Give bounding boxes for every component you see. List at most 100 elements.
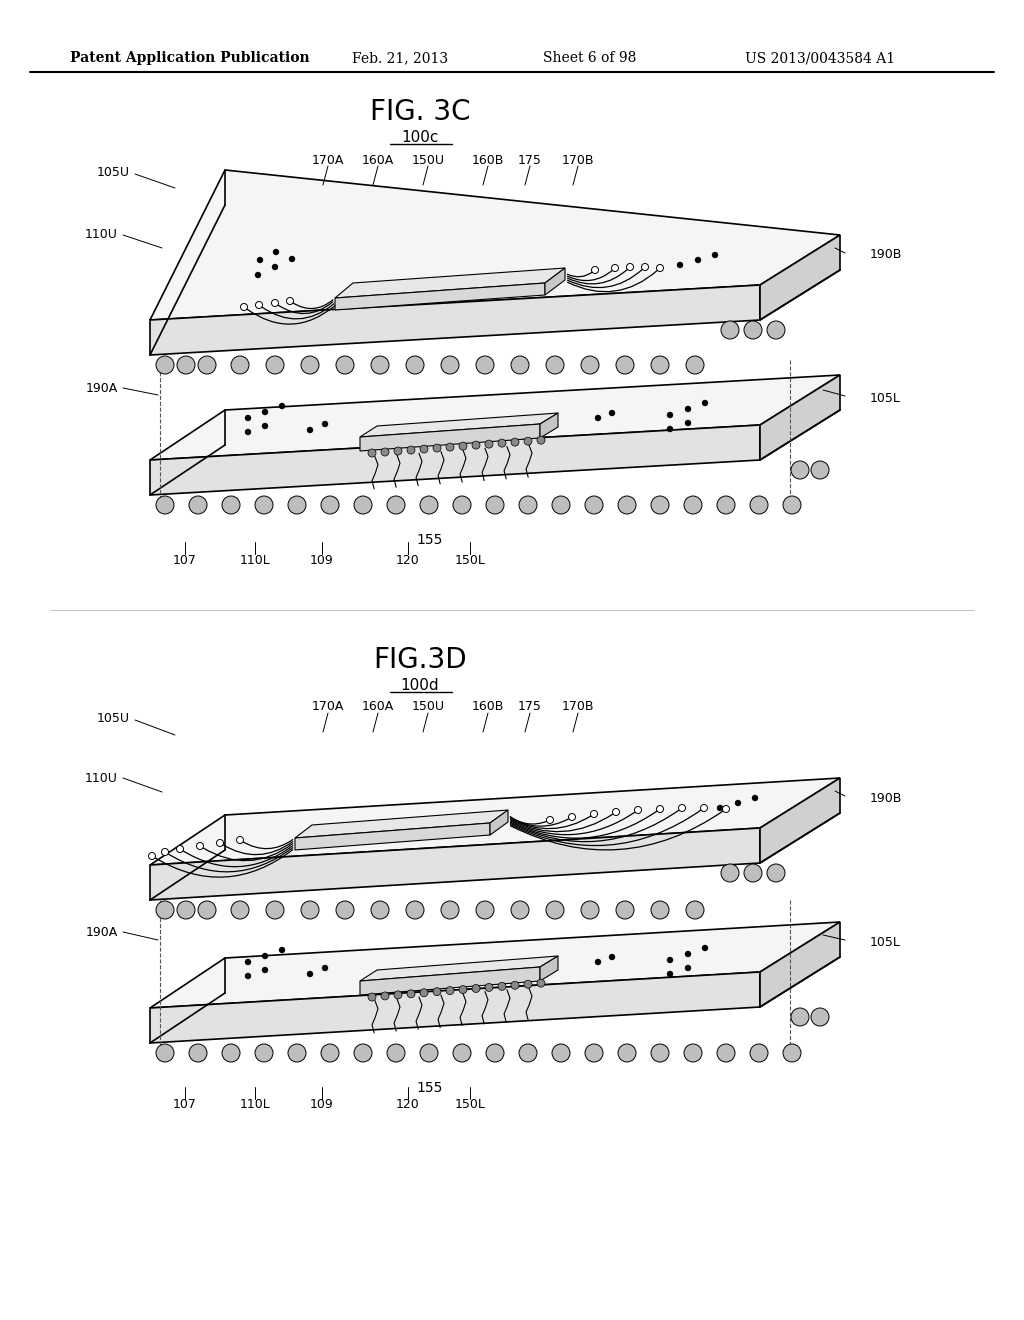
Circle shape bbox=[519, 496, 537, 513]
Circle shape bbox=[585, 496, 603, 513]
Circle shape bbox=[721, 321, 739, 339]
Circle shape bbox=[618, 496, 636, 513]
Circle shape bbox=[767, 865, 785, 882]
Circle shape bbox=[420, 989, 428, 997]
Polygon shape bbox=[760, 375, 840, 459]
Text: Patent Application Publication: Patent Application Publication bbox=[71, 51, 310, 65]
Text: FIG.3D: FIG.3D bbox=[373, 645, 467, 675]
Text: Sheet 6 of 98: Sheet 6 of 98 bbox=[544, 51, 637, 65]
Circle shape bbox=[222, 1044, 240, 1063]
Text: Feb. 21, 2013: Feb. 21, 2013 bbox=[352, 51, 449, 65]
Circle shape bbox=[245, 414, 251, 421]
Circle shape bbox=[231, 356, 249, 374]
Circle shape bbox=[245, 973, 251, 979]
Circle shape bbox=[752, 795, 758, 801]
Circle shape bbox=[266, 356, 284, 374]
Text: 190B: 190B bbox=[870, 792, 902, 804]
Circle shape bbox=[476, 356, 494, 374]
Circle shape bbox=[552, 1044, 570, 1063]
Circle shape bbox=[288, 496, 306, 513]
Circle shape bbox=[537, 436, 545, 444]
Circle shape bbox=[651, 356, 669, 374]
Circle shape bbox=[547, 817, 554, 824]
Circle shape bbox=[255, 1044, 273, 1063]
Circle shape bbox=[262, 409, 268, 414]
Circle shape bbox=[420, 1044, 438, 1063]
Text: 160B: 160B bbox=[472, 153, 504, 166]
Circle shape bbox=[459, 442, 467, 450]
Text: 155: 155 bbox=[417, 1081, 443, 1096]
Text: 120: 120 bbox=[396, 1098, 420, 1111]
Text: 110L: 110L bbox=[240, 553, 270, 566]
Circle shape bbox=[702, 400, 708, 407]
Circle shape bbox=[189, 1044, 207, 1063]
Polygon shape bbox=[335, 282, 545, 310]
Circle shape bbox=[612, 808, 620, 816]
Text: 109: 109 bbox=[310, 553, 334, 566]
Circle shape bbox=[685, 420, 691, 426]
Circle shape bbox=[156, 496, 174, 513]
Circle shape bbox=[262, 422, 268, 429]
Text: 105U: 105U bbox=[97, 165, 130, 178]
Text: 150U: 150U bbox=[412, 700, 444, 713]
Text: 107: 107 bbox=[173, 553, 197, 566]
Circle shape bbox=[717, 805, 723, 810]
Polygon shape bbox=[360, 956, 558, 981]
Circle shape bbox=[811, 1008, 829, 1026]
Text: 150U: 150U bbox=[412, 153, 444, 166]
Circle shape bbox=[446, 444, 454, 451]
Circle shape bbox=[591, 810, 597, 817]
Circle shape bbox=[686, 356, 705, 374]
Circle shape bbox=[307, 972, 313, 977]
Circle shape bbox=[592, 267, 598, 273]
Circle shape bbox=[453, 1044, 471, 1063]
Circle shape bbox=[684, 1044, 702, 1063]
Circle shape bbox=[255, 272, 261, 279]
Circle shape bbox=[420, 496, 438, 513]
Circle shape bbox=[177, 902, 195, 919]
Polygon shape bbox=[150, 425, 760, 495]
Circle shape bbox=[712, 252, 718, 257]
Circle shape bbox=[651, 902, 669, 919]
Circle shape bbox=[546, 902, 564, 919]
Circle shape bbox=[459, 986, 467, 994]
Circle shape bbox=[407, 446, 415, 454]
Polygon shape bbox=[490, 810, 508, 836]
Text: 100d: 100d bbox=[400, 678, 439, 693]
Circle shape bbox=[685, 950, 691, 957]
Circle shape bbox=[511, 438, 519, 446]
Circle shape bbox=[231, 902, 249, 919]
Text: 160B: 160B bbox=[472, 700, 504, 713]
Circle shape bbox=[289, 256, 295, 261]
Circle shape bbox=[321, 496, 339, 513]
Circle shape bbox=[237, 837, 244, 843]
Circle shape bbox=[472, 441, 480, 449]
Circle shape bbox=[700, 804, 708, 812]
Circle shape bbox=[189, 496, 207, 513]
Circle shape bbox=[667, 426, 673, 432]
Circle shape bbox=[627, 264, 634, 271]
Text: 120: 120 bbox=[396, 553, 420, 566]
Circle shape bbox=[611, 264, 618, 272]
Polygon shape bbox=[150, 828, 760, 900]
Text: 155: 155 bbox=[417, 533, 443, 546]
Circle shape bbox=[750, 496, 768, 513]
Circle shape bbox=[255, 496, 273, 513]
Circle shape bbox=[498, 440, 506, 447]
Text: 170B: 170B bbox=[562, 153, 594, 166]
Circle shape bbox=[148, 853, 156, 859]
Polygon shape bbox=[545, 268, 565, 294]
Circle shape bbox=[537, 979, 545, 987]
Circle shape bbox=[394, 447, 402, 455]
Circle shape bbox=[677, 261, 683, 268]
Circle shape bbox=[721, 865, 739, 882]
Circle shape bbox=[354, 1044, 372, 1063]
Text: US 2013/0043584 A1: US 2013/0043584 A1 bbox=[744, 51, 895, 65]
Circle shape bbox=[156, 902, 174, 919]
Circle shape bbox=[695, 257, 701, 263]
Polygon shape bbox=[360, 424, 540, 451]
Circle shape bbox=[635, 807, 641, 813]
Circle shape bbox=[198, 356, 216, 374]
Text: 170A: 170A bbox=[312, 153, 344, 166]
Circle shape bbox=[585, 1044, 603, 1063]
